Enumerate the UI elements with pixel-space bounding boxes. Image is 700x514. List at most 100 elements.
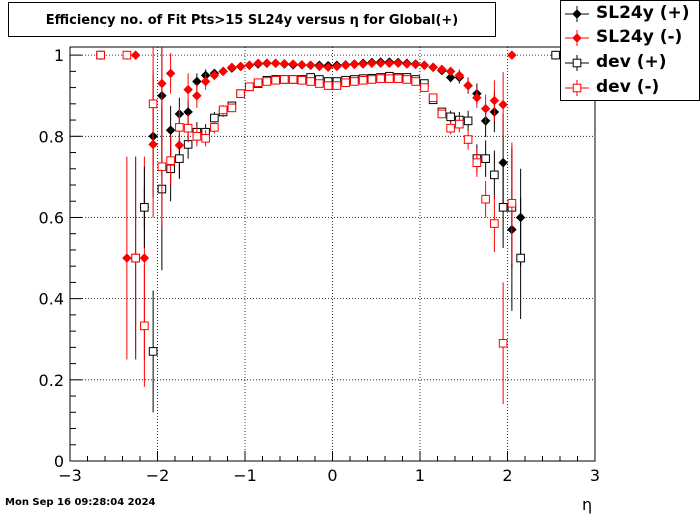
data-point xyxy=(262,58,272,69)
data-point xyxy=(131,253,140,263)
timestamp: Mon Sep 16 09:28:04 2024 xyxy=(5,497,156,508)
data-point xyxy=(480,103,491,114)
data-point xyxy=(297,60,307,70)
legend-marker xyxy=(572,83,582,93)
data-point xyxy=(323,62,333,73)
data-point xyxy=(437,64,447,75)
data-point xyxy=(183,123,193,133)
data-point xyxy=(507,50,517,60)
data-point xyxy=(148,347,158,356)
data-point xyxy=(463,116,473,126)
data-point xyxy=(262,77,272,86)
data-point xyxy=(445,72,456,83)
data-point xyxy=(481,154,490,163)
title-box: Efficiency no. of Fit Pts>15 SL24y versu… xyxy=(8,2,496,37)
data-point xyxy=(490,219,499,228)
legend-marker xyxy=(572,58,582,68)
data-point xyxy=(140,203,149,212)
data-point xyxy=(402,59,412,69)
data-point xyxy=(446,123,455,133)
data-point xyxy=(227,103,237,113)
data-point xyxy=(498,157,508,168)
data-point xyxy=(315,79,324,88)
data-point xyxy=(96,50,105,60)
data-point xyxy=(200,76,211,87)
data-point xyxy=(481,194,490,204)
data-point xyxy=(376,74,385,83)
data-point xyxy=(297,75,307,85)
data-point xyxy=(507,198,517,208)
chart-title: Efficiency no. of Fit Pts>15 SL24y versu… xyxy=(45,13,459,28)
data-point xyxy=(367,58,377,69)
data-point xyxy=(218,66,228,77)
data-point xyxy=(175,123,184,132)
series-3 xyxy=(96,47,517,405)
data-point xyxy=(498,338,508,348)
data-point xyxy=(165,125,176,136)
data-point xyxy=(340,60,351,71)
data-point xyxy=(227,62,237,73)
data-point xyxy=(463,80,473,91)
y-tick-label: 0.2 xyxy=(39,371,64,390)
data-point xyxy=(341,78,350,88)
data-point xyxy=(455,119,464,129)
data-point xyxy=(130,50,141,60)
x-tick-label: −3 xyxy=(58,466,82,485)
data-point xyxy=(253,78,263,88)
data-point xyxy=(165,68,176,79)
data-point xyxy=(192,131,202,141)
data-point xyxy=(463,135,473,144)
data-point xyxy=(157,78,167,89)
y-tick-label: 0.4 xyxy=(39,290,64,309)
data-point xyxy=(490,170,499,180)
data-point xyxy=(358,59,368,69)
data-point xyxy=(288,59,298,69)
data-point xyxy=(358,75,368,85)
data-point xyxy=(218,105,228,115)
data-point xyxy=(419,60,430,71)
data-point xyxy=(472,158,482,167)
legend-label-sl24y-minus: SL24y (-) xyxy=(596,27,683,47)
x-axis-label: η xyxy=(582,495,593,514)
data-point xyxy=(472,92,482,103)
legend-label-dev-plus: dev (+) xyxy=(596,52,667,72)
data-point xyxy=(410,59,421,70)
data-point xyxy=(349,59,360,70)
data-point xyxy=(148,99,158,109)
x-tick-label: 2 xyxy=(502,466,512,485)
data-point xyxy=(245,82,254,92)
data-point xyxy=(375,58,386,69)
data-point xyxy=(271,75,280,85)
data-point xyxy=(350,77,359,86)
data-point xyxy=(323,81,333,90)
data-point xyxy=(201,134,210,143)
data-point xyxy=(314,61,325,72)
data-point xyxy=(411,77,420,86)
data-point xyxy=(192,90,202,101)
y-tick-label: 1 xyxy=(54,46,64,65)
data-point xyxy=(210,113,219,123)
legend-label-dev-minus: dev (-) xyxy=(596,77,660,97)
data-point xyxy=(244,60,255,71)
legend-symbols xyxy=(565,6,589,96)
data-point xyxy=(393,58,403,69)
data-point xyxy=(235,61,246,72)
data-point xyxy=(428,93,438,103)
y-tick-label: 0 xyxy=(54,452,64,471)
data-point xyxy=(166,156,175,165)
data-point xyxy=(175,154,184,163)
data-point xyxy=(384,58,395,69)
data-point xyxy=(420,83,429,92)
y-tick-label: 0.6 xyxy=(39,208,64,227)
data-point xyxy=(122,50,132,60)
data-marks xyxy=(95,47,561,413)
legend-label-sl24y-plus: SL24y (+) xyxy=(596,3,690,23)
data-point xyxy=(236,89,245,98)
data-point xyxy=(402,75,412,84)
data-point xyxy=(428,62,438,73)
data-point xyxy=(332,81,342,90)
data-point xyxy=(551,50,560,60)
y-tick-label: 0.8 xyxy=(39,127,64,146)
data-point xyxy=(332,61,342,72)
